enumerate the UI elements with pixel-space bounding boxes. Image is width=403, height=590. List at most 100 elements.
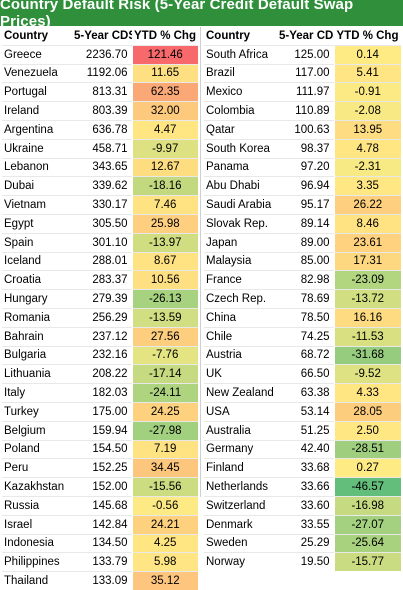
ytd-chg-cell: -13.97 (131, 232, 198, 253)
country-cell: Sweden (204, 533, 279, 553)
ytd-chg-cell: 25.98 (131, 213, 198, 234)
cds-cell: 330.17 (74, 195, 132, 215)
country-cell: Spain (2, 232, 74, 253)
table-row: Bulgaria 232.16 -7.76 (2, 345, 198, 365)
cds-cell: 134.50 (74, 533, 132, 553)
ytd-chg-cell: 12.67 (131, 157, 198, 177)
ytd-chg-cell: 0.14 (333, 44, 401, 65)
country-cell: China (204, 307, 279, 328)
table-row: Greece 2236.70 121.46 (2, 44, 198, 65)
table-row: Philippines 133.79 5.98 (2, 552, 198, 572)
country-cell: Egypt (2, 213, 74, 234)
country-cell: Iceland (2, 251, 74, 271)
country-cell: Chile (204, 326, 279, 347)
table-row: France 82.98 -23.09 (204, 270, 401, 290)
table-row: South Korea 98.37 4.78 (204, 138, 401, 159)
table-row: Bahrain 237.12 27.56 (2, 326, 198, 347)
country-cell: USA (204, 401, 279, 422)
country-cell: Norway (204, 552, 279, 572)
cds-cell: 208.22 (74, 364, 132, 384)
cds-cell: 111.97 (279, 82, 334, 102)
country-cell: Hungary (2, 289, 74, 309)
cds-cell: 142.84 (74, 514, 132, 535)
country-cell: Qatar (204, 119, 279, 140)
ytd-chg-cell: 28.05 (333, 401, 401, 422)
table-row: Saudi Arabia 95.17 26.22 (204, 195, 401, 215)
table-row: Qatar 100.63 13.95 (204, 119, 401, 140)
country-cell: France (204, 270, 279, 290)
country-cell: Finland (204, 458, 279, 478)
ytd-chg-cell: -18.16 (131, 176, 198, 196)
cds-cell: 100.63 (279, 119, 334, 140)
ytd-chg-cell: 24.21 (131, 514, 198, 535)
ytd-chg-cell: -27.07 (333, 514, 401, 535)
country-cell: Peru (2, 458, 74, 478)
ytd-chg-cell: -2.31 (333, 157, 401, 177)
country-cell: Netherlands (204, 477, 279, 497)
ytd-chg-cell: 4.78 (333, 138, 401, 159)
ytd-chg-cell: -17.14 (131, 364, 198, 384)
country-cell: Israel (2, 514, 74, 535)
country-cell: Australia (204, 420, 279, 441)
cds-cell: 33.66 (279, 477, 334, 497)
cds-cell: 232.16 (74, 345, 132, 365)
cds-cell: 283.37 (74, 270, 132, 290)
ytd-chg-cell: 4.25 (131, 533, 198, 553)
table-row: Slovak Rep. 89.14 8.46 (204, 213, 401, 234)
ytd-chg-cell: 10.56 (131, 270, 198, 290)
table-row: Kazakhstan 152.00 -15.56 (2, 477, 198, 497)
country-cell: Ireland (2, 101, 74, 121)
table-row: Japan 89.00 23.61 (204, 232, 401, 253)
country-cell: Abu Dhabi (204, 176, 279, 196)
cds-cell: 175.00 (74, 401, 132, 422)
ytd-chg-cell: 23.61 (333, 232, 401, 253)
cds-cell: 133.09 (74, 571, 132, 590)
country-cell: Philippines (2, 552, 74, 572)
cds-cell: 33.55 (279, 514, 334, 535)
cds-cell: 95.17 (279, 195, 334, 215)
cds-cell: 305.50 (74, 213, 132, 234)
table-row: Romania 256.29 -13.59 (2, 307, 198, 328)
ytd-chg-cell: -46.57 (333, 477, 401, 497)
ytd-chg-cell: 3.35 (333, 176, 401, 196)
table-title: Country Default Risk (5-Year Credit Defa… (0, 0, 403, 30)
ytd-chg-cell: -31.68 (333, 345, 401, 365)
cds-cell: 53.14 (279, 401, 334, 422)
country-cell: Malaysia (204, 251, 279, 271)
table-row: Sweden 25.29 -25.64 (204, 533, 401, 553)
header-ytd-chg: YTD % Chg (134, 29, 196, 42)
cds-cell: 159.94 (74, 420, 132, 441)
cds-cell: 813.31 (74, 82, 132, 102)
table-row: Italy 182.03 -24.11 (2, 383, 198, 403)
table-row: Switzerland 33.60 -16.98 (204, 495, 401, 516)
ytd-chg-cell: 7.19 (131, 439, 198, 459)
right-cds-table: Country 5-Year CDS YTD % Chg South Afric… (204, 27, 401, 572)
country-cell: Italy (2, 383, 74, 403)
country-cell: Slovak Rep. (204, 213, 279, 234)
table-row: Norway 19.50 -15.77 (204, 552, 401, 572)
table-row: USA 53.14 28.05 (204, 401, 401, 422)
table-row: Russia 145.68 -0.56 (2, 495, 198, 516)
ytd-chg-cell: 121.46 (131, 44, 198, 65)
country-cell: Croatia (2, 270, 74, 290)
cds-cell: 96.94 (279, 176, 334, 196)
country-cell: Portugal (2, 82, 74, 102)
ytd-chg-cell: 4.47 (131, 119, 198, 140)
table-row: Peru 152.25 34.45 (2, 458, 198, 478)
cds-cell: 78.69 (279, 289, 334, 309)
cds-cell: 152.00 (74, 477, 132, 497)
table-row: Lebanon 343.65 12.67 (2, 157, 198, 177)
ytd-chg-cell: -26.13 (131, 289, 198, 309)
table-row: Poland 154.50 7.19 (2, 439, 198, 459)
country-cell: Poland (2, 439, 74, 459)
table-row: Brazil 117.00 5.41 (204, 63, 401, 83)
table-row: Israel 142.84 24.21 (2, 514, 198, 535)
ytd-chg-cell: -0.56 (131, 495, 198, 516)
country-cell: Switzerland (204, 495, 279, 516)
country-cell: Brazil (204, 63, 279, 83)
left-table-panel: Country 5-Year CDS YTD % Chg Greece 2236.… (2, 27, 198, 590)
country-cell: Denmark (204, 514, 279, 535)
cds-cell: 152.25 (74, 458, 132, 478)
country-cell: Czech Rep. (204, 289, 279, 309)
ytd-chg-cell: 16.16 (333, 307, 401, 328)
